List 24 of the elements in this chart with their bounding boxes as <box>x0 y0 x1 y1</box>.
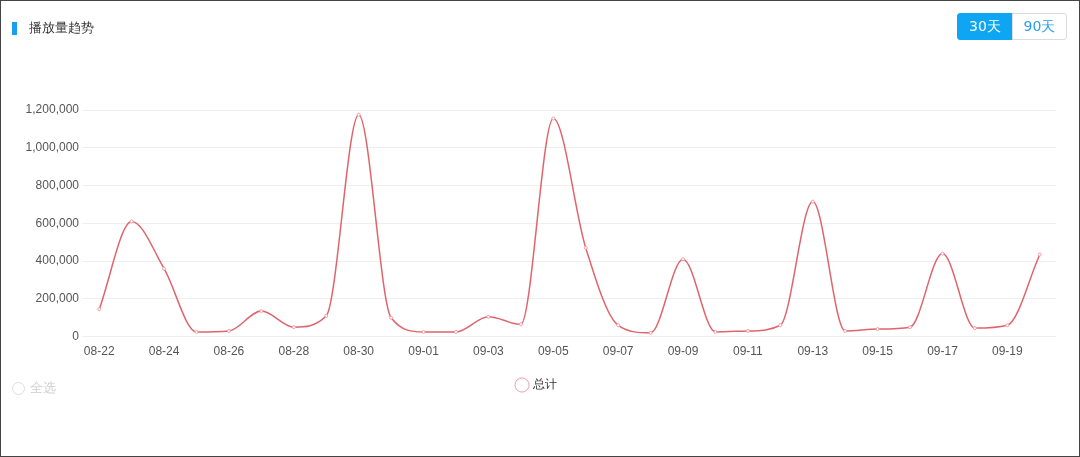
x-tick-label: 08-30 <box>343 344 375 359</box>
x-tick-label: 08-28 <box>278 344 310 359</box>
x-tick-label: 09-09 <box>667 344 699 359</box>
y-tick-label: 200,000 <box>35 291 80 306</box>
legend-label: 总计 <box>532 377 557 392</box>
y-tick-label: 1,200,000 <box>25 102 80 117</box>
x-tick-label: 09-19 <box>992 344 1024 359</box>
chart-title: 播放量趋势 <box>29 19 94 37</box>
x-tick-label: 08-26 <box>213 344 245 359</box>
x-tick-label: 08-22 <box>83 344 115 359</box>
x-tick-label: 09-15 <box>862 344 894 359</box>
x-tick-label: 09-01 <box>408 344 440 359</box>
y-tick-label: 600,000 <box>35 215 80 230</box>
x-tick-label: 09-03 <box>473 344 505 359</box>
y-tick-label: 400,000 <box>35 253 80 268</box>
x-tick-label: 09-05 <box>537 344 569 359</box>
x-tick-label: 09-13 <box>797 344 829 359</box>
y-tick-label: 0 <box>72 328 80 343</box>
x-tick-label: 08-24 <box>148 344 180 359</box>
x-tick-label: 09-07 <box>602 344 634 359</box>
y-tick-label: 1,000,000 <box>25 140 80 155</box>
x-tick-label: 09-17 <box>927 344 959 359</box>
y-tick-label: 800,000 <box>35 177 80 192</box>
x-tick-label: 09-11 <box>732 344 764 359</box>
